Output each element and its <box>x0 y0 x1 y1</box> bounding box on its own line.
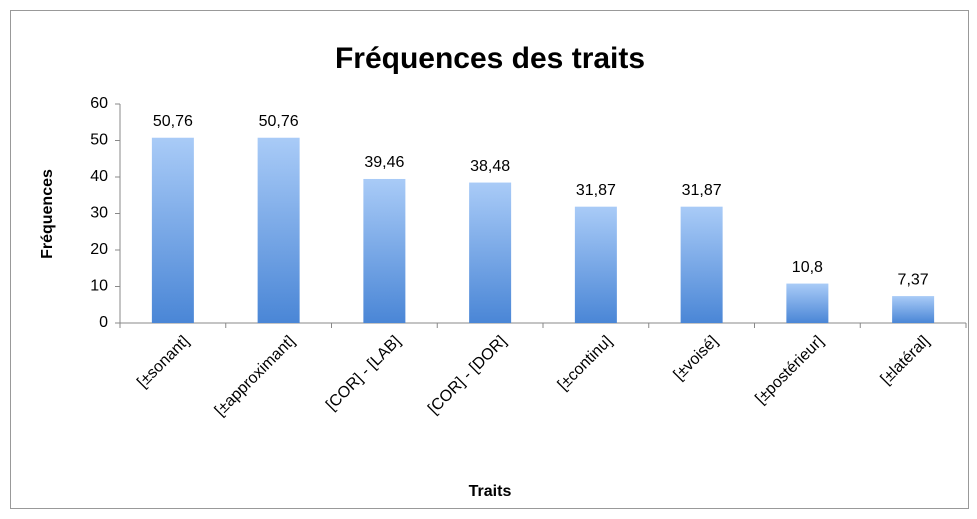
bar <box>680 206 723 323</box>
x-axis-label: Traits <box>469 483 512 500</box>
value-label: 31,87 <box>682 182 722 199</box>
value-label: 10,8 <box>792 259 823 276</box>
bar <box>469 182 512 323</box>
bar <box>257 137 300 323</box>
y-tick-label: 30 <box>90 205 108 222</box>
y-tick-label: 0 <box>99 314 108 331</box>
bar <box>892 296 935 323</box>
y-tick-label: 50 <box>90 132 108 149</box>
value-label: 31,87 <box>576 182 616 199</box>
bar <box>363 178 406 323</box>
y-tick-label: 40 <box>90 168 108 185</box>
y-axis-label: Fréquences <box>39 169 56 259</box>
y-tick-label: 10 <box>90 278 108 295</box>
value-label: 50,76 <box>153 113 193 130</box>
value-label: 38,48 <box>470 158 510 175</box>
value-label: 39,46 <box>364 154 404 171</box>
chart-title: Fréquences des traits <box>335 42 645 75</box>
bar <box>786 283 829 323</box>
y-tick-label: 20 <box>90 241 108 258</box>
value-label: 50,76 <box>259 113 299 130</box>
value-label: 7,37 <box>898 271 929 288</box>
bar <box>574 206 617 323</box>
bar <box>151 137 194 323</box>
y-tick-label: 60 <box>90 95 108 112</box>
